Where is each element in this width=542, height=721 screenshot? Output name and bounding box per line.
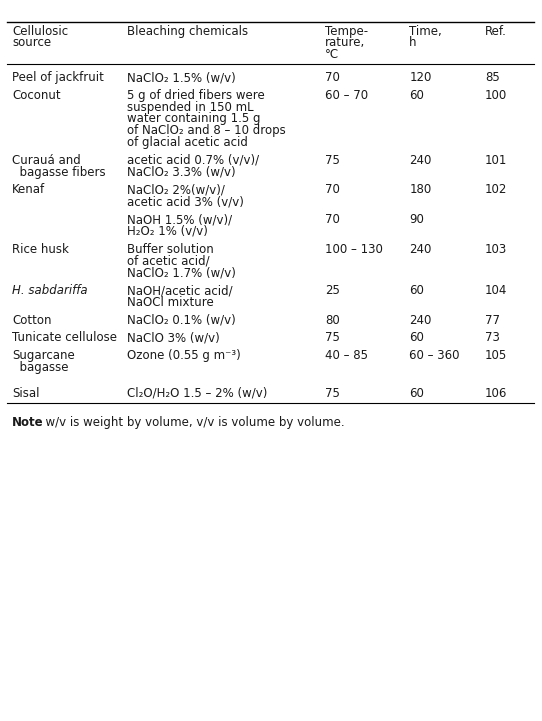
Text: rature,: rature, — [325, 36, 365, 50]
Text: acetic acid 3% (v/v): acetic acid 3% (v/v) — [127, 195, 244, 208]
Text: NaClO₂ 3.3% (w/v): NaClO₂ 3.3% (w/v) — [127, 166, 236, 179]
Text: h: h — [409, 36, 417, 50]
Text: 240: 240 — [409, 154, 431, 167]
Text: H₂O₂ 1% (v/v): H₂O₂ 1% (v/v) — [127, 225, 208, 238]
Text: 90: 90 — [409, 213, 424, 226]
Text: 103: 103 — [485, 243, 507, 256]
Text: Cotton: Cotton — [12, 314, 51, 327]
Text: of glacial acetic acid: of glacial acetic acid — [127, 136, 248, 149]
Text: 60: 60 — [409, 284, 424, 297]
Text: 70: 70 — [325, 184, 340, 197]
Text: . w/v is weight by volume, v/v is volume by volume.: . w/v is weight by volume, v/v is volume… — [38, 416, 345, 429]
Text: 60: 60 — [409, 387, 424, 400]
Text: 25: 25 — [325, 284, 340, 297]
Text: NaClO 3% (w/v): NaClO 3% (w/v) — [127, 332, 220, 345]
Text: 120: 120 — [409, 71, 431, 84]
Text: 60 – 360: 60 – 360 — [409, 349, 460, 362]
Text: Coconut: Coconut — [12, 89, 61, 102]
Text: bagasse: bagasse — [12, 361, 68, 374]
Text: Sugarcane: Sugarcane — [12, 349, 75, 362]
Text: 240: 240 — [409, 243, 431, 256]
Text: 102: 102 — [485, 184, 507, 197]
Text: 60: 60 — [409, 89, 424, 102]
Text: 100: 100 — [485, 89, 507, 102]
Text: source: source — [12, 36, 51, 50]
Text: Note: Note — [12, 416, 43, 429]
Text: Kenaf: Kenaf — [12, 184, 45, 197]
Text: 60: 60 — [409, 332, 424, 345]
Text: 75: 75 — [325, 154, 340, 167]
Text: Cl₂O/H₂O 1.5 – 2% (w/v): Cl₂O/H₂O 1.5 – 2% (w/v) — [127, 387, 268, 400]
Text: Peel of jackfruit: Peel of jackfruit — [12, 71, 104, 84]
Text: Sisal: Sisal — [12, 387, 40, 400]
Text: 5 g of dried fibers were: 5 g of dried fibers were — [127, 89, 265, 102]
Text: 101: 101 — [485, 154, 507, 167]
Text: 75: 75 — [325, 387, 340, 400]
Text: Ref.: Ref. — [485, 25, 507, 37]
Text: NaOH 1.5% (w/v)/: NaOH 1.5% (w/v)/ — [127, 213, 233, 226]
Text: 106: 106 — [485, 387, 507, 400]
Text: Ozone (0.55 g m⁻³): Ozone (0.55 g m⁻³) — [127, 349, 241, 362]
Text: NaClO₂ 0.1% (w/v): NaClO₂ 0.1% (w/v) — [127, 314, 236, 327]
Text: Rice husk: Rice husk — [12, 243, 69, 256]
Text: 70: 70 — [325, 71, 340, 84]
Text: Buffer solution: Buffer solution — [127, 243, 214, 256]
Text: 70: 70 — [325, 213, 340, 226]
Text: Cellulosic: Cellulosic — [12, 25, 68, 37]
Text: 75: 75 — [325, 332, 340, 345]
Text: 60 – 70: 60 – 70 — [325, 89, 369, 102]
Text: NaClO₂ 1.7% (w/v): NaClO₂ 1.7% (w/v) — [127, 267, 236, 280]
Text: 40 – 85: 40 – 85 — [325, 349, 368, 362]
Text: NaOH/acetic acid/: NaOH/acetic acid/ — [127, 284, 233, 297]
Text: Bleaching chemicals: Bleaching chemicals — [127, 25, 248, 37]
Text: NaClO₂ 1.5% (w/v): NaClO₂ 1.5% (w/v) — [127, 71, 236, 84]
Text: 85: 85 — [485, 71, 500, 84]
Text: Tunicate cellulose: Tunicate cellulose — [12, 332, 117, 345]
Text: bagasse fibers: bagasse fibers — [12, 166, 106, 179]
Text: Tempe-: Tempe- — [325, 25, 369, 37]
Text: °C: °C — [325, 48, 339, 61]
Text: water containing 1.5 g: water containing 1.5 g — [127, 112, 261, 125]
Text: 180: 180 — [409, 184, 431, 197]
Text: 105: 105 — [485, 349, 507, 362]
Text: of acetic acid/: of acetic acid/ — [127, 255, 210, 267]
Text: H. sabdariffa: H. sabdariffa — [12, 284, 88, 297]
Text: Time,: Time, — [409, 25, 442, 37]
Text: NaOCl mixture: NaOCl mixture — [127, 296, 214, 309]
Text: 104: 104 — [485, 284, 507, 297]
Text: acetic acid 0.7% (v/v)/: acetic acid 0.7% (v/v)/ — [127, 154, 260, 167]
Text: 77: 77 — [485, 314, 500, 327]
Text: NaClO₂ 2%(w/v)/: NaClO₂ 2%(w/v)/ — [127, 184, 225, 197]
Text: 73: 73 — [485, 332, 500, 345]
Text: 100 – 130: 100 – 130 — [325, 243, 383, 256]
Text: 240: 240 — [409, 314, 431, 327]
Text: 80: 80 — [325, 314, 340, 327]
Text: suspended in 150 mL: suspended in 150 mL — [127, 100, 254, 114]
Text: Curauá and: Curauá and — [12, 154, 81, 167]
Text: of NaClO₂ and 8 – 10 drops: of NaClO₂ and 8 – 10 drops — [127, 124, 286, 138]
